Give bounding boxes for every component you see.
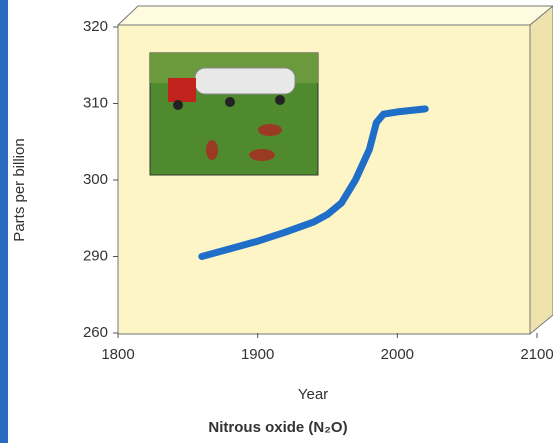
side-strip [0, 0, 8, 443]
x-axis-label: Year [298, 386, 328, 403]
y-tick-label: 320 [83, 18, 108, 35]
y-tick-label: 310 [83, 94, 108, 111]
x-tick-label: 2000 [381, 346, 414, 363]
x-tick-label: 1900 [241, 346, 274, 363]
chart-title: Nitrous oxide (N₂O) [208, 419, 347, 436]
y-tick-label: 260 [83, 324, 108, 341]
x-tick-label: 1800 [101, 346, 134, 363]
y-axis-label: Parts per billion [11, 138, 28, 241]
x-tick-label: 2100 [520, 346, 553, 363]
box-top [118, 6, 553, 25]
y-tick-label: 290 [83, 247, 108, 264]
y-tick-label: 300 [83, 171, 108, 188]
box-side [530, 6, 553, 334]
photo-inset [150, 53, 318, 175]
chart: Parts per billion Year Nitrous oxide (N₂… [0, 0, 553, 443]
